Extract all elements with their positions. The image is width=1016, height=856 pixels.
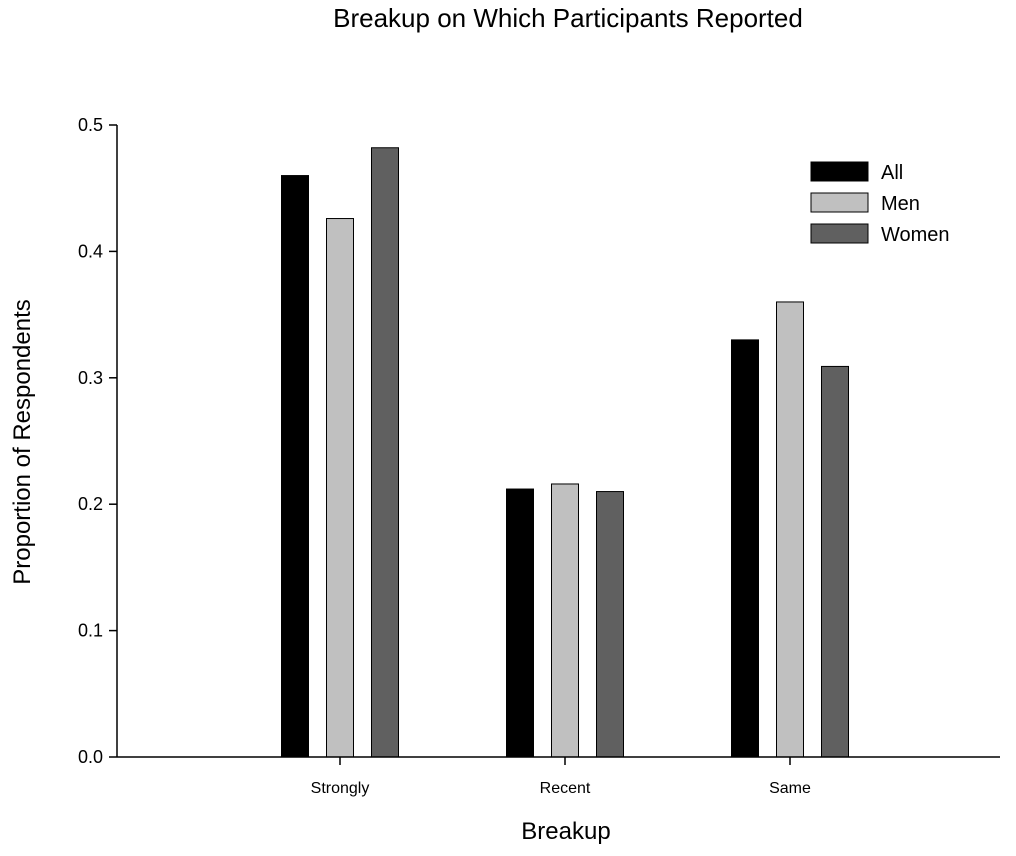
- legend-swatch: [810, 223, 869, 244]
- bar-men-same: [776, 301, 804, 758]
- bar-men-recent: [551, 483, 579, 758]
- bar-all-same: [731, 339, 759, 758]
- x-tick-label: Strongly: [311, 780, 370, 797]
- x-tick-label: Same: [769, 780, 811, 797]
- axes-group: 0.0 0.1 0.2 0.3 0.4 0.5 Strongly Recent Same: [78, 115, 1000, 797]
- y-tick-label: 0.0: [78, 747, 103, 767]
- legend-label: All: [881, 162, 903, 184]
- y-axis-title: Proportion of Respondents: [9, 299, 36, 585]
- y-tick-label: 0.4: [78, 241, 103, 261]
- y-tick-label: 0.1: [78, 621, 103, 641]
- bar-women-same: [821, 365, 849, 758]
- legend-label: Women: [881, 224, 950, 246]
- legend-swatch: [810, 161, 869, 182]
- bar-all-strongly: [281, 175, 309, 758]
- bar-men-strongly: [326, 218, 354, 758]
- legend-label: Men: [881, 193, 920, 215]
- legend: All Men Women: [810, 161, 950, 246]
- bar-women-strongly: [371, 147, 399, 758]
- bars-group: [281, 147, 849, 758]
- x-axis-title: Breakup: [521, 818, 610, 845]
- bar-women-recent: [596, 491, 624, 758]
- bar-all-recent: [506, 488, 534, 758]
- y-tick-label: 0.2: [78, 494, 103, 514]
- y-tick-label: 0.3: [78, 368, 103, 388]
- y-tick-label: 0.5: [78, 115, 103, 135]
- chart-title: Breakup on Which Participants Reported: [333, 3, 803, 33]
- x-tick-label: Recent: [540, 780, 591, 797]
- legend-swatch: [810, 192, 869, 213]
